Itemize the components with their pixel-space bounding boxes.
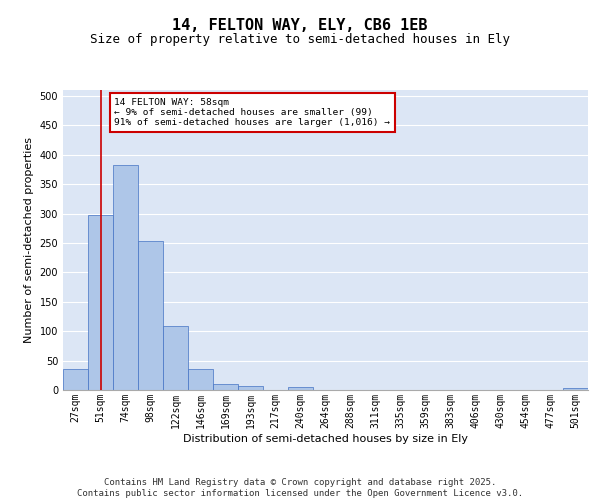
- Text: Size of property relative to semi-detached houses in Ely: Size of property relative to semi-detach…: [90, 32, 510, 46]
- Y-axis label: Number of semi-detached properties: Number of semi-detached properties: [24, 137, 34, 343]
- Bar: [163, 326, 188, 390]
- Bar: [88, 216, 113, 390]
- Text: Contains HM Land Registry data © Crown copyright and database right 2025.
Contai: Contains HM Land Registry data © Crown c…: [77, 478, 523, 498]
- Bar: [138, 241, 163, 390]
- Bar: [188, 370, 213, 390]
- Bar: [113, 164, 138, 390]
- X-axis label: Distribution of semi-detached houses by size in Ely: Distribution of semi-detached houses by …: [183, 434, 468, 444]
- Text: 14 FELTON WAY: 58sqm
← 9% of semi-detached houses are smaller (99)
91% of semi-d: 14 FELTON WAY: 58sqm ← 9% of semi-detach…: [114, 98, 390, 128]
- Bar: [288, 387, 313, 390]
- Bar: [63, 370, 88, 390]
- Bar: [563, 388, 588, 390]
- Bar: [213, 384, 238, 390]
- Text: 14, FELTON WAY, ELY, CB6 1EB: 14, FELTON WAY, ELY, CB6 1EB: [172, 18, 428, 32]
- Bar: [238, 386, 263, 390]
